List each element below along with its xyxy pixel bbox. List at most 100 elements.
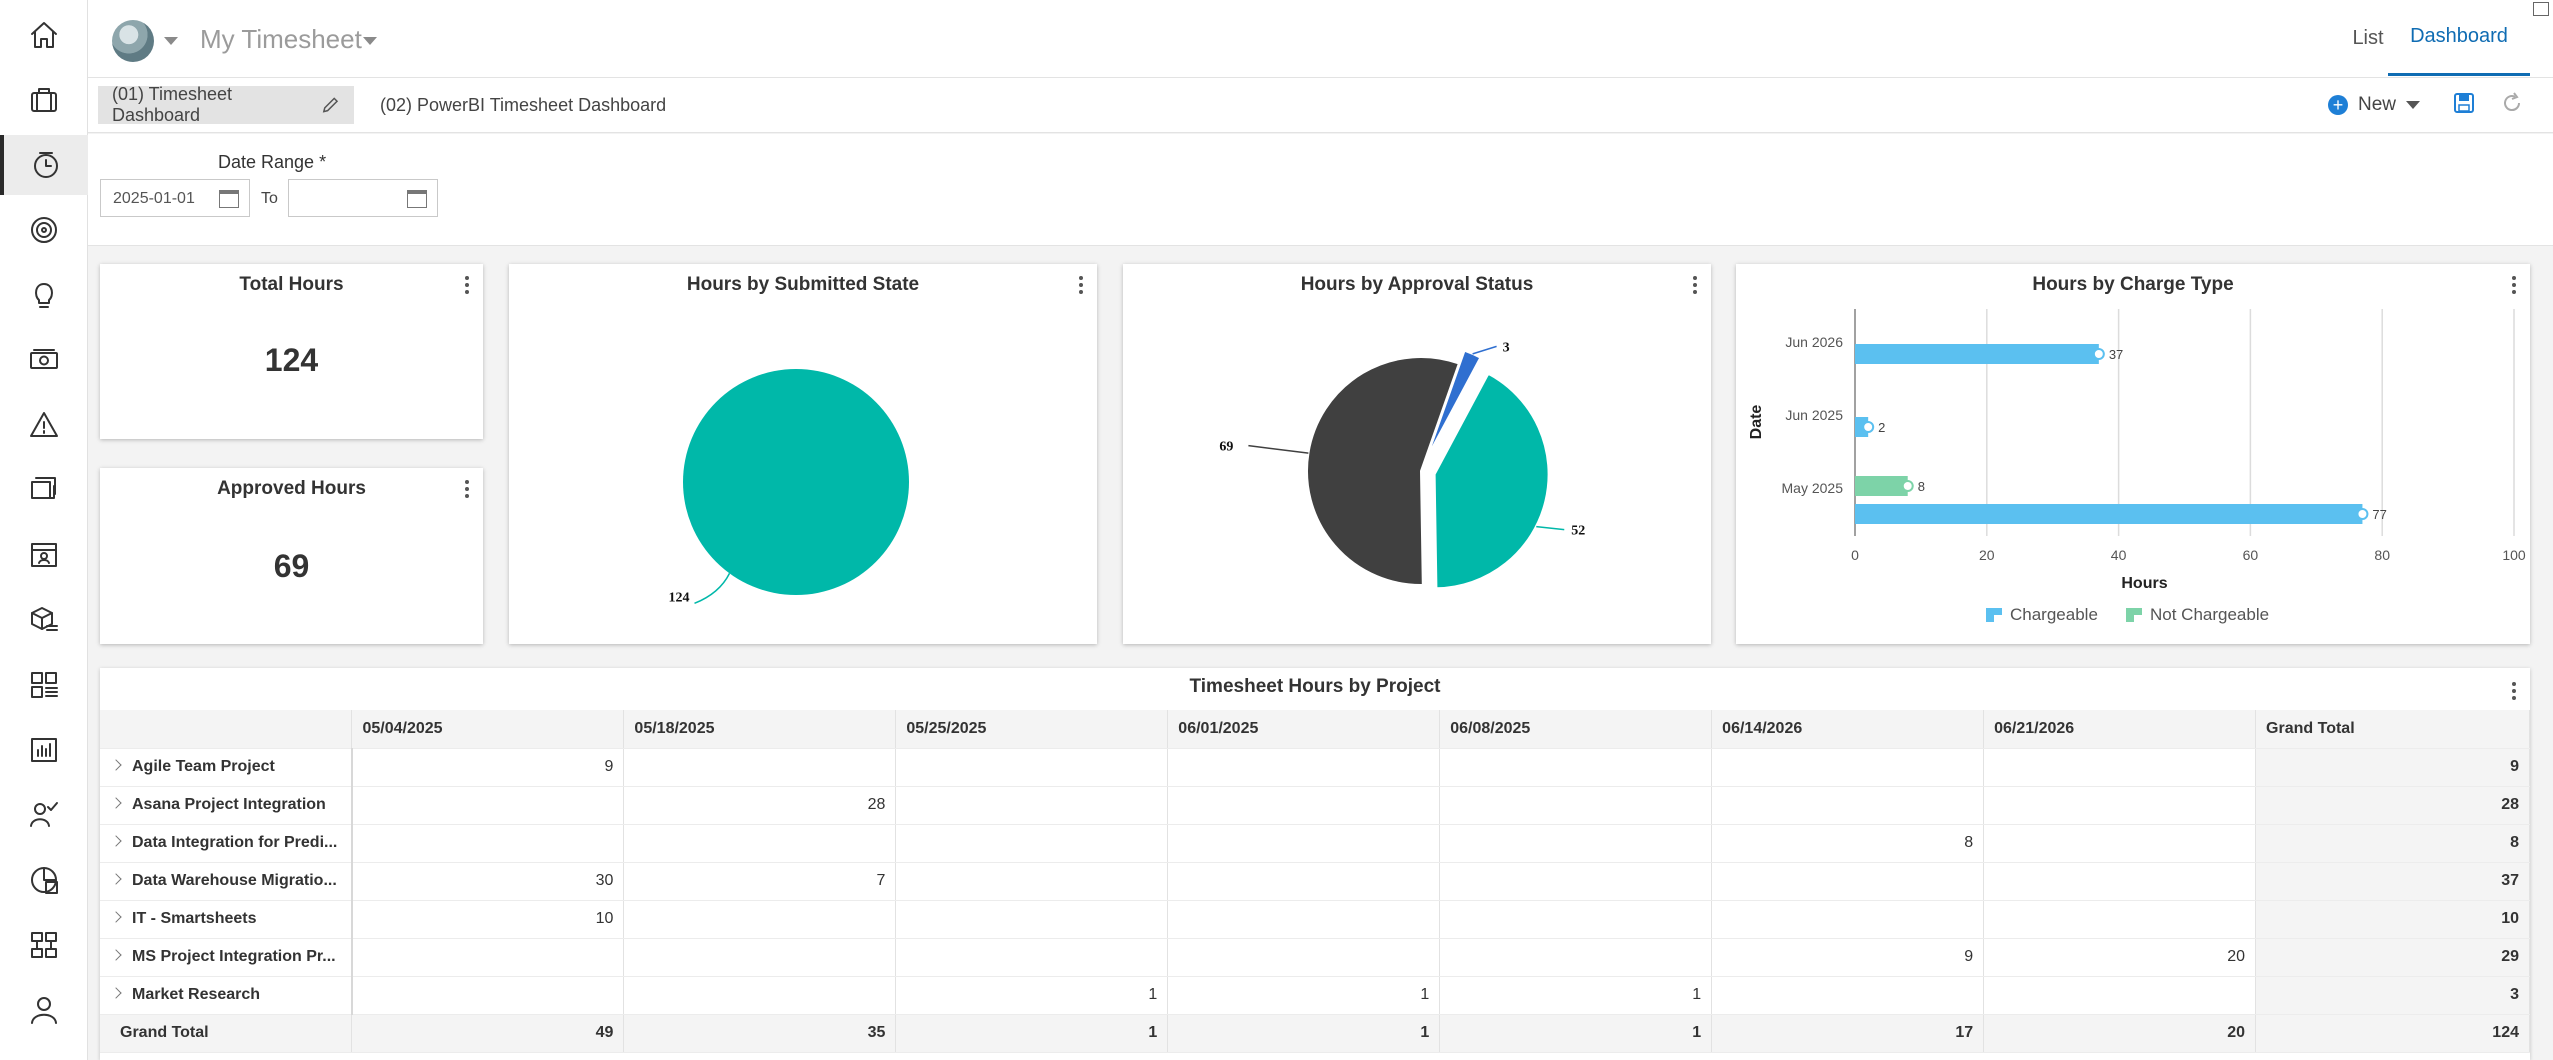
column-header[interactable]: 05/25/2025	[895, 710, 1169, 749]
more-options-icon[interactable]	[1079, 276, 1083, 296]
tab-dashboard[interactable]: Dashboard	[2388, 0, 2530, 76]
tab-label: (01) Timesheet Dashboard	[112, 84, 233, 125]
calendar-icon[interactable]	[407, 190, 427, 208]
project-name: Market Research	[132, 986, 261, 1003]
table-row: Agile Team Project 9 9	[100, 748, 2530, 787]
column-header[interactable]: 06/01/2025	[1167, 710, 1441, 749]
legend-swatch	[2126, 615, 2134, 622]
column-header[interactable]: 05/18/2025	[623, 710, 897, 749]
table-cell	[1711, 748, 1985, 787]
more-options-icon[interactable]	[2512, 682, 2516, 702]
bar-data-label: 77	[2372, 507, 2386, 522]
nav-lightbulb[interactable]	[0, 265, 88, 325]
grand-total-label: Grand Total	[100, 1014, 353, 1053]
nav-resource-card[interactable]	[0, 525, 88, 585]
total-hours-value: 124	[264, 342, 319, 378]
submitted-state-chart-card: Hours by Submitted State 124	[509, 264, 1097, 644]
nav-warning[interactable]	[0, 395, 88, 455]
corner-header	[100, 710, 353, 749]
column-header[interactable]: 06/14/2026	[1711, 710, 1985, 749]
nav-people-check[interactable]	[0, 785, 88, 845]
project-row-header[interactable]: Data Integration for Predi...	[100, 824, 353, 863]
chevron-right-icon[interactable]	[110, 835, 122, 847]
card-title: Total Hours	[239, 274, 344, 295]
nav-briefcase[interactable]	[0, 70, 88, 130]
y-tick-label: May 2025	[1782, 480, 1844, 496]
column-header[interactable]: 05/04/2025	[351, 710, 625, 749]
project-row-header[interactable]: Asana Project Integration	[100, 786, 353, 825]
chevron-right-icon[interactable]	[110, 987, 122, 999]
project-name: Data Warehouse Migratio...	[132, 872, 337, 889]
nav-report-chart[interactable]	[0, 720, 88, 780]
table-row: Market Research 1 1 1 3	[100, 976, 2530, 1015]
table-cell	[1711, 900, 1985, 939]
grand-total-cell: 9	[2255, 748, 2530, 787]
column-header[interactable]: Grand Total	[2255, 710, 2530, 749]
grand-total-cell: 29	[2255, 938, 2530, 977]
avatar[interactable]	[112, 20, 154, 62]
table-cell	[895, 900, 1169, 939]
grand-total-cell: 10	[2255, 900, 2530, 939]
legend-swatch	[1986, 615, 1994, 622]
column-header[interactable]: 06/08/2025	[1439, 710, 1713, 749]
project-row-header[interactable]: Data Warehouse Migratio...	[100, 862, 353, 901]
chevron-right-icon[interactable]	[110, 911, 122, 923]
more-options-icon[interactable]	[2512, 276, 2516, 296]
project-row-header[interactable]: Market Research	[100, 976, 353, 1015]
save-icon[interactable]	[2453, 92, 2475, 114]
tab-list[interactable]: List	[2352, 26, 2384, 49]
to-label: To	[261, 190, 278, 207]
nav-grid-list[interactable]	[0, 655, 88, 715]
chevron-right-icon[interactable]	[110, 949, 122, 961]
nav-user[interactable]	[0, 980, 88, 1040]
table-cell	[351, 938, 625, 977]
chevron-right-icon[interactable]	[110, 797, 122, 809]
project-row-header[interactable]: Agile Team Project	[100, 748, 353, 787]
tab-timesheet-dashboard[interactable]: (01) Timesheet Dashboard	[98, 84, 354, 125]
refresh-icon[interactable]	[2500, 91, 2524, 115]
table-cell	[623, 938, 897, 977]
chevron-right-icon[interactable]	[110, 873, 122, 885]
table-row: MS Project Integration Pr... 9 20 29	[100, 938, 2530, 977]
project-hours-table-card: Timesheet Hours by Project 05/04/2025 05/…	[100, 668, 2530, 1060]
chart-title: Hours by Charge Type	[2032, 274, 2234, 295]
project-row-header[interactable]: MS Project Integration Pr...	[100, 938, 353, 977]
calendar-icon[interactable]	[219, 190, 239, 208]
date-from-field[interactable]: 2025-01-01	[100, 179, 250, 217]
y-tick-label: Jun 2026	[1785, 334, 1843, 350]
nav-hierarchy[interactable]	[0, 915, 88, 975]
bar-data-label: 8	[1918, 479, 1925, 494]
project-name: Agile Team Project	[132, 758, 275, 775]
nav-timesheet[interactable]	[0, 135, 88, 195]
chevron-right-icon[interactable]	[110, 759, 122, 771]
more-options-icon[interactable]	[465, 276, 469, 296]
nav-portfolio-report[interactable]	[0, 850, 88, 910]
submitted-state-pie-chart: 124	[668, 369, 909, 605]
nav-documents[interactable]	[0, 460, 88, 520]
approved-hours-value: 69	[273, 548, 310, 584]
more-options-icon[interactable]	[465, 480, 469, 500]
title-chevron-down-icon[interactable]	[363, 37, 377, 45]
nav-home[interactable]	[0, 5, 88, 65]
nav-money[interactable]	[0, 330, 88, 390]
table-cell	[1439, 938, 1713, 977]
legend-swatch	[2126, 608, 2142, 615]
column-header[interactable]: 06/21/2026	[1983, 710, 2257, 749]
new-button[interactable]: + New	[2328, 90, 2421, 120]
pencil-icon[interactable]	[321, 95, 340, 115]
pie-leader-line	[1472, 345, 1497, 355]
nav-target[interactable]	[0, 200, 88, 260]
date-to-field[interactable]	[288, 179, 438, 217]
tab-powerbi-dashboard[interactable]: (02) PowerBI Timesheet Dashboard	[380, 94, 667, 115]
project-row-header[interactable]: IT - Smartsheets	[100, 900, 353, 939]
table-cell: 1	[1439, 976, 1713, 1015]
popout-icon[interactable]	[2533, 2, 2549, 16]
charge-type-bar-chart: 0 20 40 60 80 100 Jun 2026 Jun 2025 May 2025 37 2 7…	[1748, 309, 2526, 624]
x-tick-label: 80	[2374, 547, 2390, 563]
grand-total-cell: 28	[2255, 786, 2530, 825]
nav-package-list[interactable]	[0, 590, 88, 650]
plus-icon: +	[2328, 95, 2348, 115]
avatar-chevron-down-icon[interactable]	[164, 37, 178, 45]
more-options-icon[interactable]	[1693, 276, 1697, 296]
page-title[interactable]: My Timesheet	[200, 24, 362, 54]
